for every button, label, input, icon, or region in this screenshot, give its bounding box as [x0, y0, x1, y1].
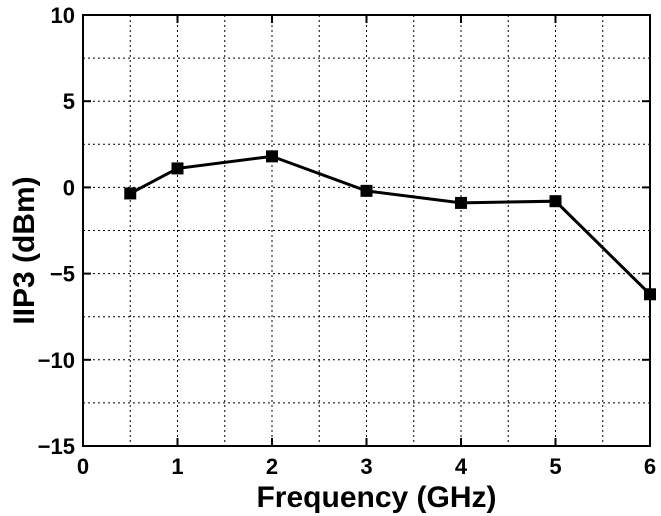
y-tick-label: 0 [63, 175, 75, 200]
data-point-marker [455, 196, 467, 209]
data-point-marker [266, 150, 278, 163]
x-tick-label: 1 [171, 454, 183, 479]
y-tick-label: −5 [50, 262, 75, 287]
x-tick-label: 6 [644, 454, 656, 479]
y-tick-label: 5 [63, 89, 75, 114]
data-point-marker [549, 195, 562, 208]
series-layer [124, 150, 656, 301]
x-tick-label: 3 [360, 454, 372, 479]
x-axis-title: Frequency (GHz) [256, 481, 496, 514]
x-tick-label: 5 [549, 454, 561, 479]
data-point-marker [124, 187, 137, 200]
grid-layer [83, 15, 650, 446]
x-tick-label: 2 [266, 454, 278, 479]
y-tick-label: −10 [38, 348, 75, 373]
y-axis-title: IIP3 (dBm) [8, 176, 41, 324]
label-layer: 0 1 2 3 4 5 6 −15 −10 −5 0 5 10 [38, 3, 656, 479]
y-tick-label: 10 [51, 3, 75, 28]
plot-frame [82, 14, 651, 447]
x-tick-label: 4 [455, 454, 468, 479]
data-point-marker [360, 184, 373, 197]
y-tick-label: −15 [38, 434, 75, 459]
data-point-marker [171, 162, 184, 175]
x-tick-label: 0 [77, 454, 89, 479]
